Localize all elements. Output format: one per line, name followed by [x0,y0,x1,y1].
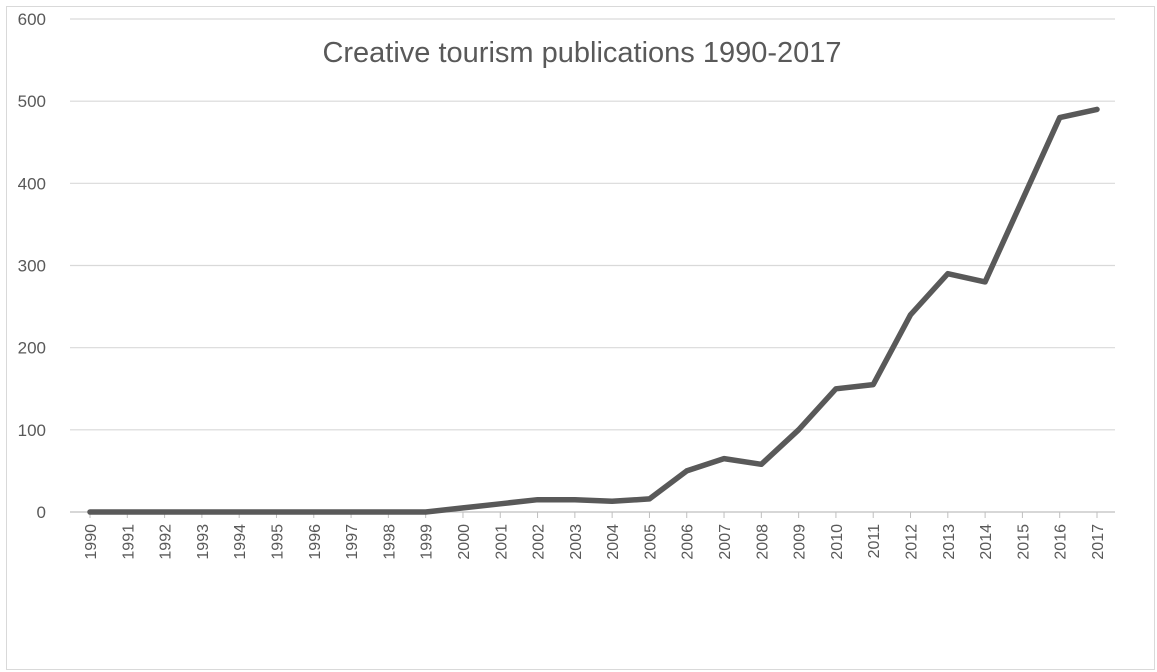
series-line [87,106,1100,515]
x-tick-label: 2008 [754,524,771,560]
x-tick-label: 2010 [829,524,846,560]
x-tick-label: 2009 [792,524,809,560]
x-tick-label: 1995 [269,524,286,560]
x-tick-label: 2001 [493,524,510,560]
x-tick-label: 1996 [307,524,324,560]
x-tick-label: 2011 [866,524,883,559]
x-tick-label: 1994 [232,524,249,560]
x-tick-label: 2000 [456,524,473,560]
x-tick-label: 2005 [642,524,659,560]
x-tick-label: 2013 [941,524,958,560]
gridlines [70,18,1115,513]
x-tick-label: 2015 [1015,524,1032,560]
y-tick-label: 600 [18,10,46,29]
x-tick-label: 2007 [717,524,734,560]
x-tick-label: 2002 [531,524,548,560]
x-tick-label: 1997 [344,524,361,560]
x-tick-label: 2016 [1053,524,1070,560]
x-tick-label: 1990 [83,524,100,560]
axes: 0 100 200 300 400 500 600 1990 1991 1992 1993 1994 1… [18,10,1107,560]
series-layer [87,106,1100,515]
y-tick-label: 500 [18,92,46,111]
x-tick-label: 1998 [381,524,398,560]
y-tick-label: 200 [18,339,46,358]
y-tick-label: 300 [18,257,46,276]
x-tick-label: 1993 [195,524,212,560]
x-tick-label: 2003 [568,524,585,560]
y-tick-label: 0 [37,503,46,522]
x-tick-label: 1991 [120,524,137,560]
y-tick-label: 400 [18,174,46,193]
x-tick-label: 1992 [158,524,175,560]
x-tick-label: 1999 [419,524,436,560]
x-tick-label: 2017 [1090,524,1107,560]
x-tick-label: 2004 [605,524,622,560]
chart-border [6,6,1155,670]
x-tick-label: 2012 [904,524,921,560]
chart-title: Creative tourism publications 1990-2017 [322,37,841,69]
x-tick-label: 2014 [978,524,995,560]
x-tick-label: 2006 [680,524,697,560]
y-tick-label: 100 [18,421,46,440]
